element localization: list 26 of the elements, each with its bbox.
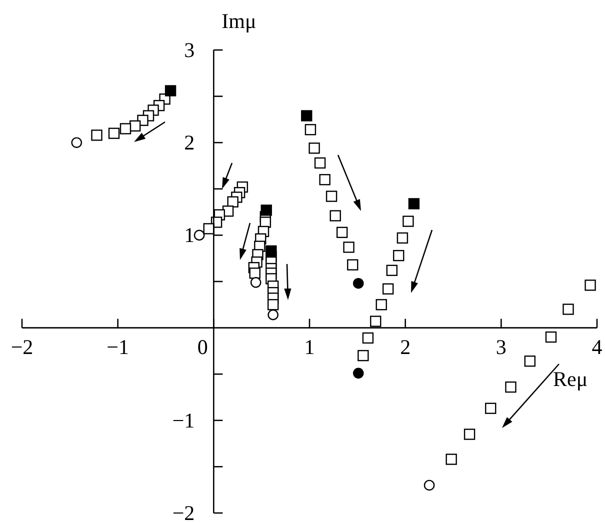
point (250, 277, 262, 288)
point (408, 198, 420, 210)
y-tick-label: −1 (172, 408, 195, 432)
x-axis-title: Reμ (553, 366, 588, 391)
x-tick-label: 1 (304, 334, 315, 359)
x-tick-label: 2 (400, 334, 411, 359)
x-tick-label: 4 (592, 334, 603, 359)
y-tick-label: 2 (184, 130, 195, 155)
point (164, 85, 176, 96)
point (194, 230, 205, 241)
y-tick-label: 1 (184, 223, 195, 248)
y-tick-label: 3 (184, 38, 195, 62)
point (266, 245, 277, 257)
x-tick-label: 0 (197, 334, 208, 359)
point (352, 278, 364, 289)
point (260, 204, 272, 216)
point (424, 480, 435, 491)
x-tick-label: −1 (106, 334, 130, 359)
x-tick-label: 3 (496, 334, 506, 359)
y-axis-title: Imμ (222, 9, 256, 33)
point (268, 309, 278, 320)
point (352, 368, 364, 379)
point (301, 110, 312, 122)
y-tick-label: −2 (172, 501, 195, 523)
point (71, 137, 82, 148)
x-tick-label: −2 (10, 334, 34, 359)
